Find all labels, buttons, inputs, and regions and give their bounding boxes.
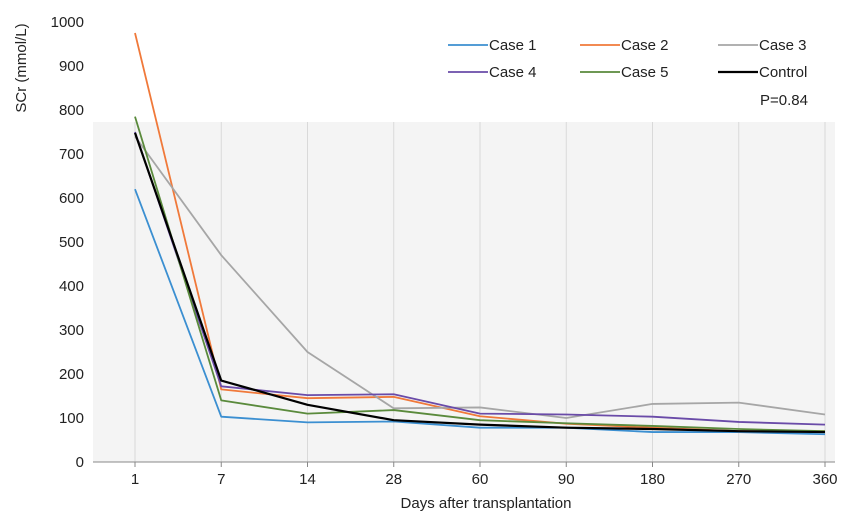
y-tick-label: 100 xyxy=(59,410,84,427)
x-tick-label: 360 xyxy=(812,471,837,488)
y-tick-label: 500 xyxy=(59,234,84,251)
legend-label: Case 1 xyxy=(489,37,537,54)
x-tick-label: 90 xyxy=(558,471,575,488)
legend-item: Control xyxy=(718,64,807,81)
legend-label: Case 2 xyxy=(621,37,669,54)
vertical-guides xyxy=(134,122,826,462)
legend-label: Case 3 xyxy=(759,37,807,54)
series-lines xyxy=(133,32,826,436)
legend-item: Case 1 xyxy=(448,37,537,54)
series-line-control xyxy=(133,132,826,434)
x-tick-label: 28 xyxy=(385,471,402,488)
series-line-case-3 xyxy=(134,135,826,419)
x-tick-label: 7 xyxy=(217,471,225,488)
y-tick-label: 600 xyxy=(59,190,84,207)
y-tick-label: 700 xyxy=(59,146,84,163)
legend: Case 1 Case 2 Case 3 Case 4 Case 5 Control xyxy=(448,37,807,81)
y-tick-label: 1000 xyxy=(51,14,84,31)
legend-label: Case 4 xyxy=(489,64,537,81)
x-tick-label: 60 xyxy=(472,471,489,488)
plot-background-band xyxy=(93,122,835,462)
legend-label: Case 5 xyxy=(621,64,669,81)
x-tick-label: 270 xyxy=(726,471,751,488)
legend-label: Control xyxy=(759,64,807,81)
y-tick-label: 800 xyxy=(59,102,84,119)
x-axis-title: Days after transplantation xyxy=(401,495,572,512)
x-tick-label: 180 xyxy=(640,471,665,488)
y-tick-label: 200 xyxy=(59,366,84,383)
legend-item: Case 5 xyxy=(580,64,669,81)
legend-item: Case 4 xyxy=(448,64,537,81)
y-tick-label: 300 xyxy=(59,322,84,339)
legend-item: Case 3 xyxy=(718,37,807,54)
series-line-case-5 xyxy=(134,116,826,433)
legend-item: Case 2 xyxy=(580,37,669,54)
y-axis-title: SCr (mmol/L) xyxy=(13,23,30,112)
x-axis-ticks: 1 7 14 28 60 90 180 270 360 xyxy=(131,462,838,488)
p-value-annotation: P=0.84 xyxy=(760,92,808,109)
x-tick-label: 14 xyxy=(299,471,316,488)
y-tick-label: 900 xyxy=(59,58,84,75)
y-tick-label: 400 xyxy=(59,278,84,295)
series-line-case-1 xyxy=(134,188,826,436)
x-tick-label: 1 xyxy=(131,471,139,488)
y-tick-label: 0 xyxy=(76,454,84,471)
y-axis-ticks: 0 100 200 300 400 500 600 700 800 900 1000 xyxy=(51,14,84,471)
